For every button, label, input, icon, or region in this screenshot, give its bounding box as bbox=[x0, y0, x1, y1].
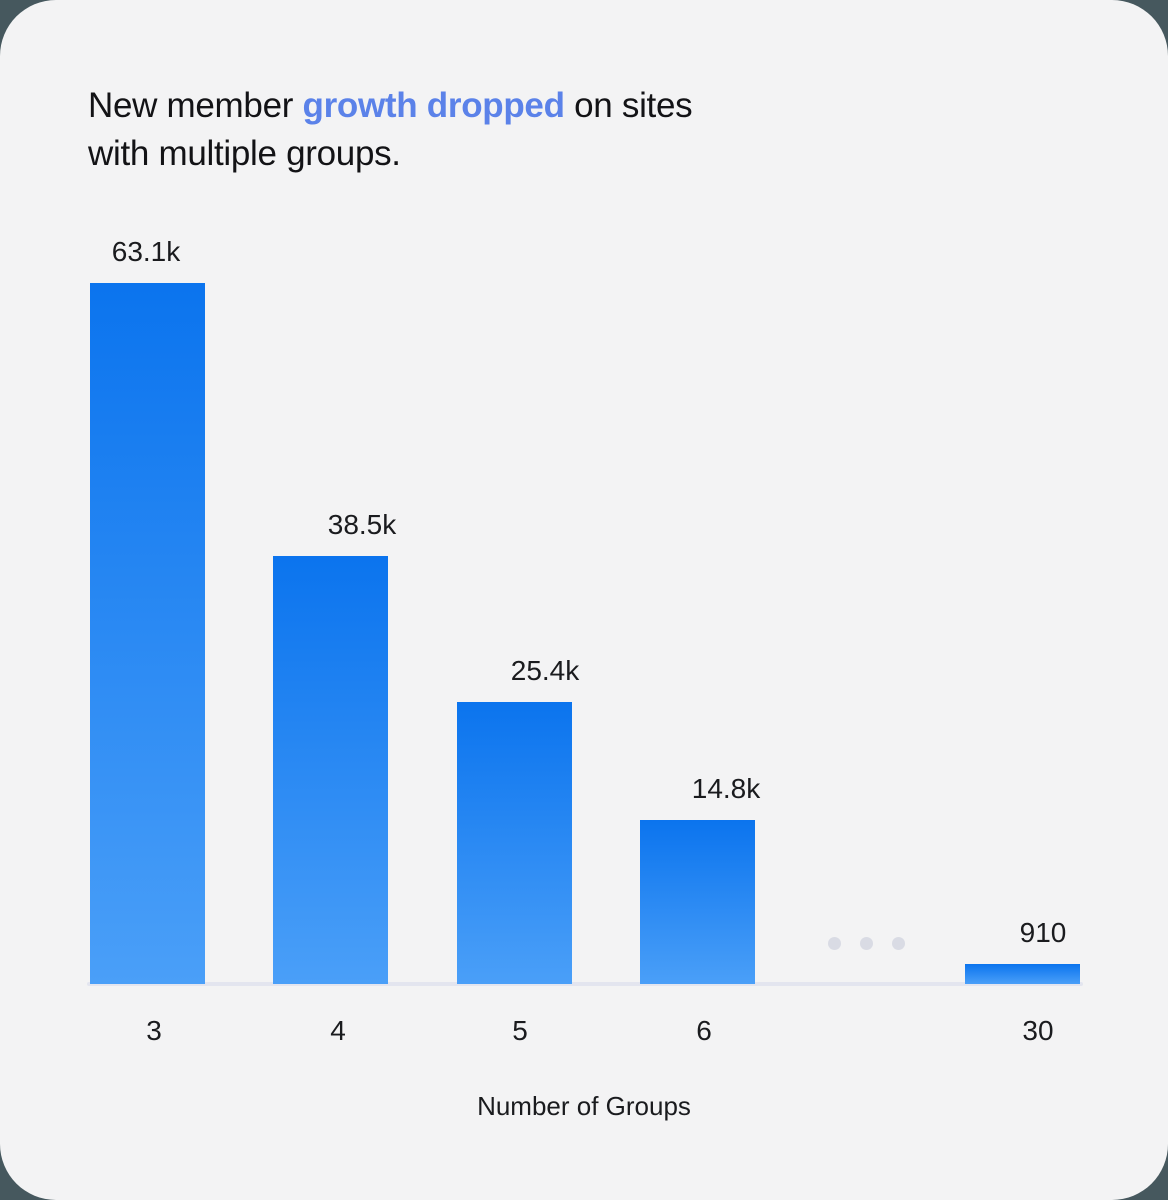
x-axis-baseline bbox=[87, 982, 1083, 986]
axis-gap-ellipsis-dot bbox=[859, 936, 873, 950]
bar-value-label: 910 bbox=[1019, 917, 1067, 948]
bar-value-label: 63.1k bbox=[111, 236, 181, 267]
title-highlight-text: growth dropped bbox=[302, 86, 565, 125]
x-tick-label: 4 bbox=[330, 1015, 346, 1046]
title-text: on sites bbox=[564, 86, 693, 125]
title-text: New member bbox=[88, 86, 303, 125]
bar-value-label: 25.4k bbox=[510, 655, 580, 686]
bar-groups-5 bbox=[457, 702, 572, 984]
bar-groups-30 bbox=[965, 964, 1080, 984]
axis-gap-ellipsis-dot bbox=[827, 936, 841, 950]
bar-groups-3 bbox=[90, 283, 205, 984]
bar-value-label: 14.8k bbox=[691, 773, 761, 804]
bar-groups-4 bbox=[273, 556, 388, 984]
chart-title: New member growth dropped on sites with m… bbox=[88, 82, 693, 178]
bar-groups-6 bbox=[640, 820, 755, 984]
axis-gap-ellipsis-dot bbox=[891, 936, 905, 950]
title-text: with multiple groups. bbox=[88, 134, 401, 173]
x-tick-label: 5 bbox=[512, 1015, 528, 1046]
x-tick-label: 30 bbox=[1022, 1015, 1054, 1046]
x-tick-label: 6 bbox=[696, 1015, 712, 1046]
x-axis-title: Number of Groups bbox=[477, 1091, 691, 1121]
x-tick-label: 3 bbox=[146, 1015, 162, 1046]
bar-value-label: 38.5k bbox=[327, 509, 397, 540]
